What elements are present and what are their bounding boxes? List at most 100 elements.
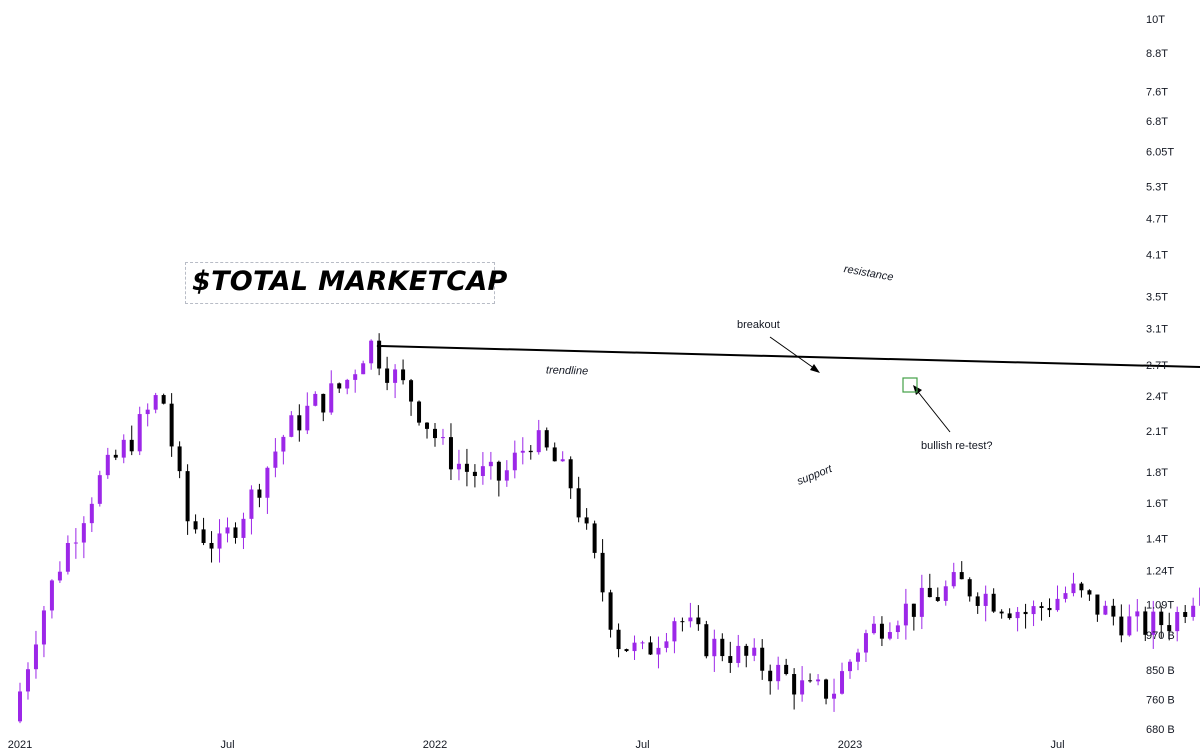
x-tick-label: Jul (635, 739, 649, 751)
annotations: trendline resistance support breakout bu… (546, 263, 993, 488)
candle (863, 629, 868, 662)
candle (345, 378, 350, 395)
candle (225, 517, 230, 543)
y-tick-label: 680 B (1146, 724, 1175, 736)
candle (1015, 607, 1020, 632)
candle (879, 616, 884, 647)
candle (784, 658, 789, 676)
candle (289, 411, 294, 438)
candle (369, 339, 374, 370)
trendline-label: trendline (546, 364, 589, 377)
candle (536, 419, 541, 455)
candle (448, 423, 453, 481)
candle (401, 359, 406, 385)
retest-label: bullish re-test? (921, 440, 993, 452)
candle (361, 360, 366, 375)
candle (776, 656, 781, 690)
candle (1047, 598, 1052, 618)
candle (816, 674, 821, 686)
candle (895, 620, 900, 639)
y-tick-label: 2.1T (1146, 426, 1168, 438)
candle (768, 664, 773, 695)
candle (169, 393, 174, 457)
candle (425, 422, 430, 439)
candle (65, 535, 70, 575)
candle (600, 539, 605, 602)
candle (624, 648, 629, 653)
candle (792, 668, 797, 710)
candle (1007, 608, 1012, 620)
candle (967, 577, 972, 602)
candle (145, 403, 150, 427)
candle (217, 519, 222, 563)
candle (193, 514, 198, 534)
candle (201, 517, 206, 546)
candle (281, 434, 286, 465)
candle (760, 639, 765, 680)
y-tick-label: 3.1T (1146, 323, 1168, 335)
y-tick-label: 6.8T (1146, 116, 1168, 128)
candle (417, 400, 422, 426)
candle (504, 460, 509, 487)
candle (887, 622, 892, 641)
candle (919, 574, 924, 630)
candle (808, 673, 813, 683)
candle (249, 485, 254, 535)
candle (89, 497, 94, 533)
resistance-label: resistance (843, 263, 894, 284)
candle (1159, 605, 1164, 638)
support-label: support (795, 463, 834, 488)
overlays (376, 336, 1200, 433)
candle (297, 404, 302, 442)
x-tick-label: Jul (220, 739, 234, 751)
candle (528, 445, 533, 460)
candle (712, 629, 717, 672)
candle (337, 382, 342, 393)
y-tick-label: 1.8T (1146, 467, 1168, 479)
candle (999, 609, 1004, 619)
candle (704, 620, 709, 659)
candle (33, 630, 38, 679)
candle (744, 643, 749, 668)
x-tick-label: 2023 (838, 739, 862, 751)
candle (464, 448, 469, 487)
candle (1023, 603, 1028, 629)
candle (209, 531, 214, 563)
candle (1151, 600, 1156, 649)
candle (121, 434, 126, 464)
candle (664, 632, 669, 653)
candle (672, 617, 677, 654)
candle (433, 422, 437, 447)
candles (18, 333, 1200, 724)
candle (161, 393, 166, 405)
candle (488, 451, 493, 480)
candle (1111, 598, 1116, 626)
candle (1175, 606, 1180, 642)
candle (305, 392, 310, 435)
candle (832, 678, 837, 712)
y-tick-label: 1.09T (1146, 599, 1174, 611)
candle (129, 425, 134, 456)
candle (241, 512, 246, 550)
candle (927, 573, 932, 598)
candle (1143, 606, 1148, 642)
candle (265, 466, 270, 514)
candle (440, 428, 445, 445)
breakout-label: breakout (737, 319, 780, 331)
breakout-arrow (769, 336, 819, 372)
y-tick-label: 760 B (1146, 695, 1175, 707)
candle (1071, 572, 1076, 597)
candle (688, 602, 693, 628)
candle (824, 678, 829, 705)
x-tick-label: 2021 (8, 739, 32, 751)
candle (18, 682, 22, 724)
candle (959, 561, 964, 580)
trendline (376, 344, 1200, 369)
chart-title: $TOTAL MARKETCAP (192, 266, 508, 297)
y-tick-label: 6.05T (1146, 147, 1174, 159)
candle (73, 528, 78, 559)
candle (752, 638, 757, 662)
candle (903, 588, 908, 640)
candle (1055, 585, 1060, 612)
